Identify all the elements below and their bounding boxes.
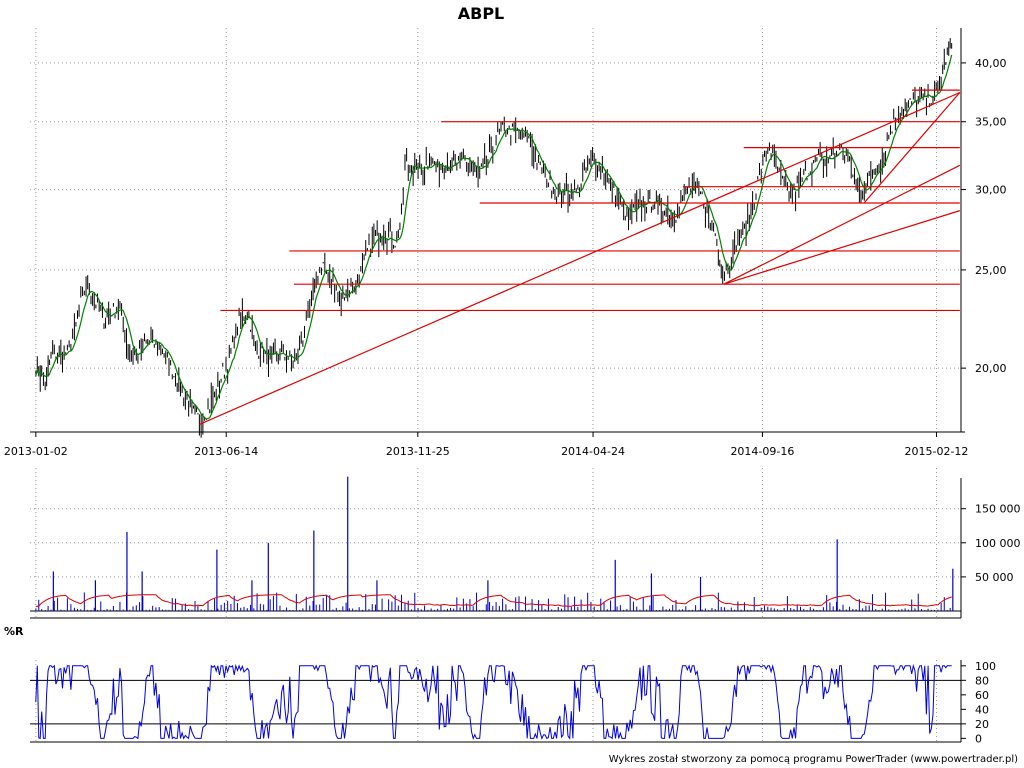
y-tick-label: 40,00 [975,57,1007,70]
x-tick-label: 2014-09-16 [730,445,794,458]
volume-panel: 50 000 100 000 150 000 [30,468,1021,619]
support-lines [220,89,960,312]
y-tick-label: 60 [975,689,989,702]
volume-average [35,594,952,608]
moving-average-line [35,54,953,420]
x-tick-label: 2013-11-25 [386,445,450,458]
footer-credit: Wykres został stworzony za pomocą progra… [609,754,1018,765]
trend-lines [199,91,961,425]
y-tick-label: 25,00 [975,264,1007,277]
williams-r-polyline [35,663,952,740]
y-tick-label: 150 000 [975,503,1021,516]
trend-line [723,164,961,285]
trend-line [199,91,961,425]
chart-title: ABPL [458,4,505,23]
price-panel: 2013-01-02 2013-06-14 2013-11-25 2014-04-24… [4,28,1007,458]
williams-r-line [35,663,952,740]
price-bars [35,38,953,438]
y-tick-label: 40 [975,703,989,716]
x-tick-label: 2015-02-12 [905,445,969,458]
y-tick-label: 80 [975,674,989,687]
williams-r-label: %R [4,625,24,638]
trend-line [723,210,961,285]
volume-average-line [35,594,952,608]
y-tick-label: 30,00 [975,184,1007,197]
y-tick-label: 35,00 [975,116,1007,129]
y-tick-label: 100 [975,660,996,673]
trend-line [863,92,961,204]
y-tick-label: 0 [975,732,982,745]
y-tick-label: 20 [975,718,989,731]
x-tick-label: 2013-01-02 [4,445,68,458]
y-tick-label: 50 000 [975,571,1014,584]
volume-bars [35,476,954,611]
x-tick-label: 2014-04-24 [561,445,625,458]
x-tick-label: 2013-06-14 [194,445,258,458]
y-tick-label: 100 000 [975,537,1021,550]
moving-average [35,54,953,420]
y-tick-label: 20,00 [975,362,1007,375]
